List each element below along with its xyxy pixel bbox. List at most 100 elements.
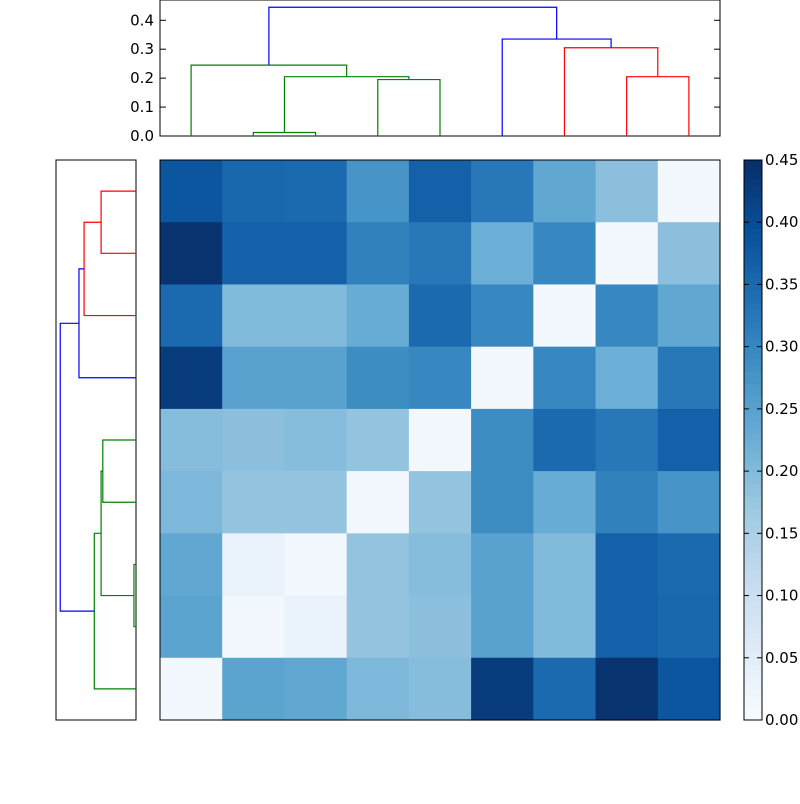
heatmap-cell xyxy=(222,595,286,659)
heatmap-cell xyxy=(595,533,659,597)
colorbar-segment xyxy=(744,664,762,671)
heatmap-cell xyxy=(471,471,534,534)
heatmap-cell xyxy=(346,408,410,472)
heatmap-cell xyxy=(471,160,534,223)
colorbar-segment xyxy=(744,670,762,677)
colorbar-segment xyxy=(744,359,762,366)
colorbar-tick-label: 0.15 xyxy=(765,524,798,542)
heatmap-cell xyxy=(408,284,472,348)
colorbar-segment xyxy=(744,471,762,478)
colorbar-segment xyxy=(744,639,762,646)
colorbar-segment xyxy=(744,676,762,684)
heatmap xyxy=(159,159,721,721)
colorbar-segment xyxy=(744,477,762,485)
heatmap-cell xyxy=(471,222,534,286)
heatmap-cell xyxy=(160,408,223,472)
colorbar-segment xyxy=(744,209,762,217)
heatmap-cell xyxy=(595,408,659,472)
colorbar-segment xyxy=(744,216,762,223)
left-dendrogram-link xyxy=(78,268,136,379)
colorbar-segment xyxy=(744,452,762,460)
colorbar-tick-label: 0.05 xyxy=(765,649,798,667)
colorbar-segment xyxy=(744,203,762,211)
heatmap-cell xyxy=(657,346,721,410)
heatmap-cell xyxy=(222,471,286,534)
colorbar-segment xyxy=(744,440,762,447)
colorbar-tick-label: 0.25 xyxy=(765,400,798,418)
colorbar-segment xyxy=(744,160,762,167)
colorbar-segment xyxy=(744,371,762,379)
heatmap-cell xyxy=(657,595,721,659)
colorbar-segment xyxy=(744,290,762,298)
left-dendrogram-link xyxy=(100,190,136,254)
heatmap-cell xyxy=(657,408,721,472)
colorbar-segment xyxy=(744,626,762,634)
left-dendrogram-link xyxy=(102,439,136,503)
heatmap-cell xyxy=(346,222,410,286)
heatmap-cell xyxy=(657,222,721,286)
heatmap-cell xyxy=(284,408,348,472)
colorbar-segment xyxy=(744,433,762,441)
heatmap-cell xyxy=(160,160,223,223)
colorbar-segment xyxy=(744,695,762,702)
colorbar-segment xyxy=(744,570,762,578)
colorbar-segment xyxy=(744,552,762,559)
heatmap-cell xyxy=(533,657,597,721)
colorbar-segment xyxy=(744,408,762,416)
heatmap-cell xyxy=(657,160,721,223)
heatmap-cell xyxy=(408,222,472,286)
top-dendrogram-tick-label: 0.4 xyxy=(130,11,154,29)
colorbar-segment xyxy=(744,265,762,273)
colorbar-segment xyxy=(744,583,762,590)
colorbar-segment xyxy=(744,688,762,696)
heatmap-cell xyxy=(657,657,721,721)
top-dendrogram-link xyxy=(283,76,410,133)
heatmap-cell xyxy=(346,533,410,597)
heatmap-cell xyxy=(533,160,597,223)
colorbar-tick-label: 0.45 xyxy=(765,151,798,169)
heatmap-cell xyxy=(284,346,348,410)
heatmap-cell xyxy=(595,222,659,286)
colorbar-segment xyxy=(744,334,762,341)
heatmap-cell xyxy=(595,160,659,223)
colorbar-segment xyxy=(744,396,762,404)
heatmap-cell xyxy=(471,657,534,721)
colorbar-segment xyxy=(744,427,762,435)
colorbar-tick-label: 0.00 xyxy=(765,711,798,729)
heatmap-cell xyxy=(533,408,597,472)
colorbar-frame xyxy=(743,159,763,721)
heatmap-cell xyxy=(160,346,223,410)
heatmap-cell xyxy=(160,595,223,659)
colorbar-segment xyxy=(744,595,762,603)
colorbar-segment xyxy=(744,682,762,690)
colorbar-segment xyxy=(744,384,762,391)
heatmap-cell xyxy=(222,160,286,223)
heatmap-cell xyxy=(408,657,472,721)
heatmap-cell xyxy=(595,284,659,348)
top-dendrogram-link xyxy=(626,76,690,136)
top-dendrogram-link xyxy=(377,78,441,136)
colorbar-segment xyxy=(744,576,762,584)
heatmap-cell xyxy=(471,408,534,472)
heatmap-cell xyxy=(533,222,597,286)
heatmap-cell xyxy=(346,595,410,659)
colorbar-segment xyxy=(744,377,762,385)
colorbar-segment xyxy=(744,309,762,317)
heatmap-cell xyxy=(160,533,223,597)
colorbar-segment xyxy=(744,496,762,503)
colorbar-segment xyxy=(744,234,762,242)
colorbar-segment xyxy=(744,328,762,335)
heatmap-cell xyxy=(284,160,348,223)
heatmap-cell xyxy=(595,346,659,410)
colorbar-segment xyxy=(744,315,762,323)
heatmap-cell xyxy=(346,471,410,534)
colorbar-segment xyxy=(744,533,762,541)
colorbar-segment xyxy=(744,589,762,597)
colorbar-segment xyxy=(744,390,762,397)
top-dendrogram-tick-label: 0.1 xyxy=(130,98,154,116)
colorbar-tick-label: 0.35 xyxy=(765,275,798,293)
heatmap-cell xyxy=(408,595,472,659)
colorbar-segment xyxy=(744,321,762,329)
